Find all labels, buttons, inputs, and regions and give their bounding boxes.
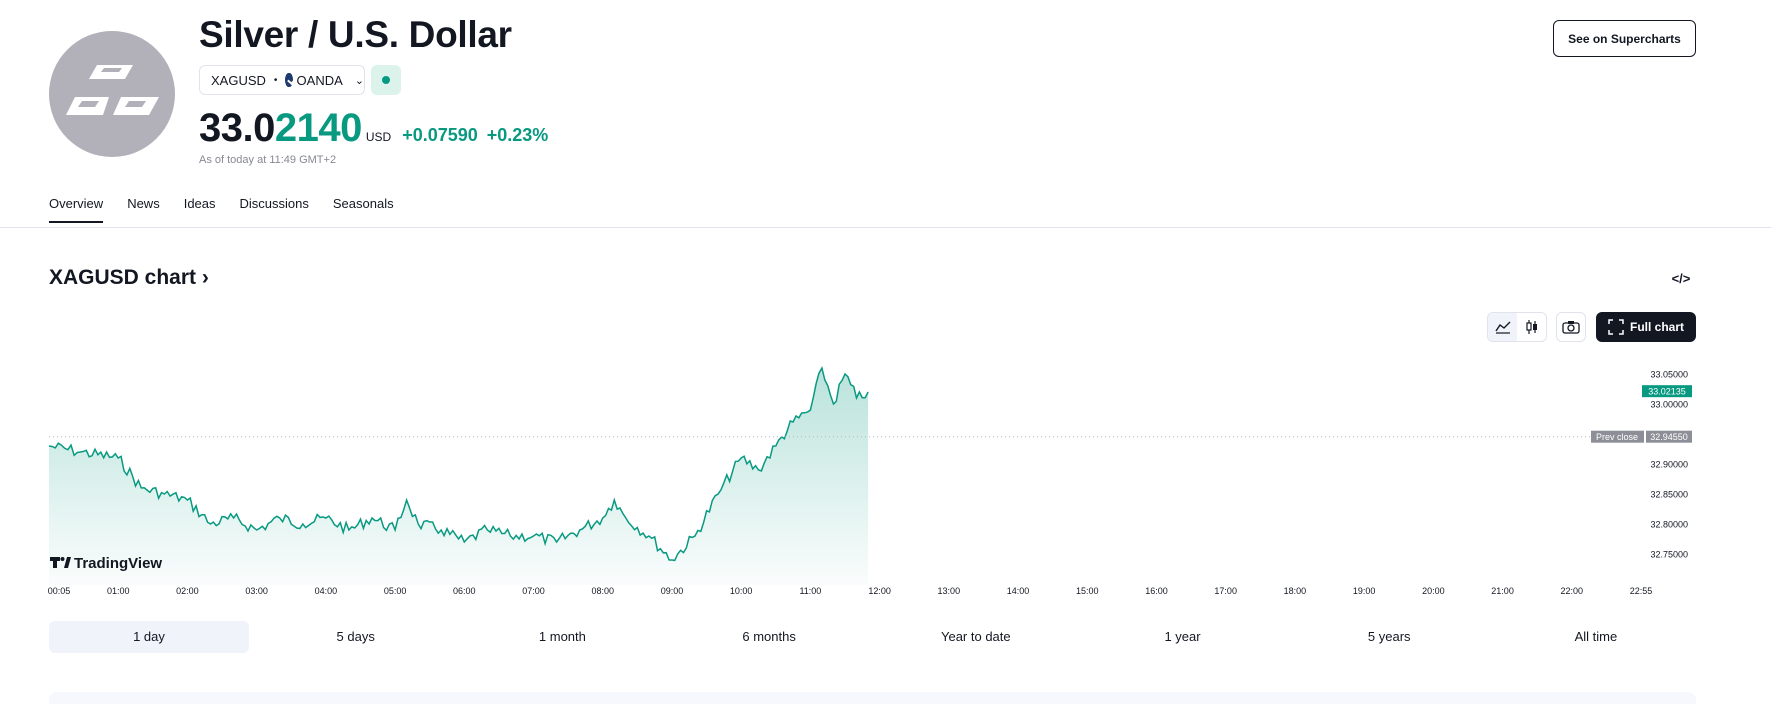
chart-y-axis: Prev close 32.94550 33.05000 33.00000 32.900… <box>1591 370 1692 560</box>
prev-close-value-badge <box>1646 430 1692 443</box>
x-tick-label: 06:00 <box>453 586 476 596</box>
tradingview-logo-dot <box>60 557 65 561</box>
x-tick-label: 01:00 <box>107 586 130 596</box>
price-series-line <box>48 365 869 562</box>
x-tick-label: 21:00 <box>1491 586 1514 596</box>
chart-section-title[interactable]: XAGUSD chart › <box>49 266 209 289</box>
range-5-years[interactable]: 5 years <box>1367 629 1411 644</box>
price-change-percent: +0.23% <box>486 125 549 145</box>
fullscreen-icon <box>1608 319 1624 335</box>
last-price-badge <box>1642 385 1692 398</box>
tradingview-watermark: TradingView <box>50 555 162 572</box>
x-tick-label: 19:00 <box>1353 586 1376 596</box>
y-tick-label: 32.85000 <box>1650 490 1688 500</box>
last-price-label: 33.02135 <box>1648 387 1686 397</box>
x-tick-label: 11:00 <box>799 586 821 596</box>
x-tick-label: 04:00 <box>315 586 338 596</box>
symbol-selector[interactable]: XAGUSD • OANDA ⌄ <box>199 65 365 95</box>
price-timestamp: As of today at 11:49 GMT+2 <box>199 154 337 166</box>
x-tick-label: 13:00 <box>938 586 961 596</box>
x-tick-label: 16:00 <box>1145 586 1168 596</box>
separator-dot: • <box>273 74 278 86</box>
candle-chart-style-button[interactable] <box>1517 313 1546 341</box>
y-tick-label: 32.80000 <box>1650 520 1688 530</box>
x-tick-label: 20:00 <box>1422 586 1445 596</box>
x-tick-label: 22:00 <box>1561 586 1584 596</box>
snapshot-button[interactable] <box>1556 312 1586 342</box>
tab-seasonals[interactable]: Seasonals <box>332 196 394 211</box>
y-tick-label: 33.00000 <box>1650 400 1688 410</box>
candlestick-icon <box>1525 320 1537 334</box>
chevron-down-icon: ⌄ <box>354 74 364 87</box>
verified-exchange-icon <box>285 73 293 87</box>
x-tick-label: 14:00 <box>1007 586 1030 596</box>
range-1-day[interactable]: 1 day <box>49 621 249 653</box>
range-all-time[interactable]: All time <box>1574 629 1618 644</box>
x-tick-label: 18:00 <box>1284 586 1307 596</box>
price-block: 33.0 2140 USD +0.07590 +0.23% <box>199 106 548 151</box>
range-1-year[interactable]: 1 year <box>1164 629 1201 644</box>
range-1-month[interactable]: 1 month <box>538 629 586 644</box>
tabs-divider <box>0 227 1771 228</box>
camera-icon <box>1562 321 1580 334</box>
x-tick-label: 00:05 <box>48 586 71 596</box>
tab-news[interactable]: News <box>127 196 160 211</box>
chart-style-toggle <box>1487 312 1547 342</box>
x-tick-label: 12:00 <box>868 586 891 596</box>
x-tick-label: 17:00 <box>1214 586 1237 596</box>
y-tick-label: 32.90000 <box>1650 460 1688 470</box>
see-on-supercharts-button[interactable]: See on Supercharts <box>1553 20 1696 57</box>
prev-close-label-badge <box>1591 430 1644 443</box>
x-tick-label: 09:00 <box>661 586 684 596</box>
next-section-card <box>49 692 1696 704</box>
x-tick-label: 07:00 <box>522 586 545 596</box>
embed-code-icon[interactable]: </> <box>1671 271 1691 286</box>
time-range-selector: 1 day 5 days 1 month 6 months Year to da… <box>49 621 1696 653</box>
exchange-label: OANDA <box>296 72 343 88</box>
range-6-months[interactable]: 6 months <box>742 629 796 644</box>
tradingview-logo-slash <box>64 557 71 568</box>
y-tick-label: 33.05000 <box>1650 370 1688 380</box>
x-tick-label: 08:00 <box>591 586 614 596</box>
tradingview-logo-icon <box>50 557 60 568</box>
price-change: +0.07590 <box>402 125 478 145</box>
page-title: Silver / U.S. Dollar <box>199 14 512 55</box>
price-chart[interactable]: 00:05 01:00 02:00 03:00 04:00 05:00 06:00 07:00… <box>0 350 1771 605</box>
price-main: 33.0 <box>199 106 275 150</box>
x-tick-label: 22:55 <box>1630 586 1653 596</box>
area-chart-style-button[interactable] <box>1488 313 1517 341</box>
x-tick-label: 15:00 <box>1076 586 1099 596</box>
x-tick-label: 02:00 <box>176 586 199 596</box>
page-tabs: Overview News Ideas Discussions Seasonal… <box>49 196 418 223</box>
tradingview-wordmark: TradingView <box>74 555 162 572</box>
chart-x-axis: 00:05 01:00 02:00 03:00 04:00 05:00 06:00 07:00… <box>48 586 1653 596</box>
tab-ideas[interactable]: Ideas <box>183 196 216 211</box>
market-status-indicator[interactable] <box>371 65 401 95</box>
symbol-label: XAGUSD <box>211 72 266 88</box>
full-chart-button[interactable]: Full chart <box>1596 312 1696 342</box>
prev-close-label: Prev close <box>1596 432 1638 442</box>
prev-close-value: 32.94550 <box>1650 432 1688 442</box>
tab-overview[interactable]: Overview <box>49 196 104 223</box>
full-chart-label: Full chart <box>1629 320 1684 334</box>
range-5-days[interactable]: 5 days <box>336 629 375 644</box>
tab-discussions[interactable]: Discussions <box>239 196 309 211</box>
silver-bars-icon <box>66 65 159 115</box>
silver-logo <box>49 31 175 157</box>
price-area-fill <box>49 368 869 585</box>
price-currency: USD <box>365 130 392 144</box>
y-tick-label: 32.75000 <box>1650 550 1688 560</box>
x-tick-label: 05:00 <box>384 586 407 596</box>
chart-plot-area <box>48 365 1590 585</box>
price-highlight: 2140 <box>274 106 362 150</box>
area-chart-icon <box>1494 321 1510 334</box>
x-tick-label: 03:00 <box>245 586 268 596</box>
range-year-to-date[interactable]: Year to date <box>940 629 1011 644</box>
x-tick-label: 10:00 <box>730 586 753 596</box>
